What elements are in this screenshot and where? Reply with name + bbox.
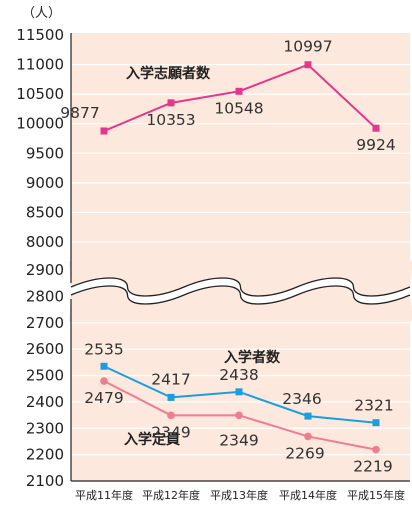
y-tick-label: 10000: [16, 115, 64, 133]
data-point: [372, 124, 380, 132]
data-point: [235, 411, 243, 420]
data-label: 2535: [84, 340, 123, 358]
break-mask-bottom: [69, 286, 412, 321]
data-label: 2321: [354, 397, 393, 415]
y-tick-label: 2600: [26, 340, 64, 358]
data-point: [167, 393, 175, 401]
data-label: 2219: [353, 458, 392, 476]
y-tick-label: 8000: [26, 233, 64, 251]
data-label: 10353: [146, 111, 195, 129]
data-point: [100, 362, 108, 370]
y-tick-label: 2800: [26, 287, 64, 305]
y-tick-labels: 8000 8500 9000 9500 10000 10500 11000 11500 2100…: [16, 26, 64, 490]
y-tick-label: 2400: [26, 393, 64, 411]
data-point: [235, 388, 243, 396]
data-point: [167, 99, 175, 107]
x-tick-labels: 平成11年度 平成12年度 平成13年度 平成14年度 平成15年度: [75, 488, 405, 502]
data-point: [372, 445, 380, 454]
x-tick-label: 平成15年度: [347, 488, 405, 502]
data-point: [304, 412, 312, 420]
series-name-label: 入学志願者数: [126, 65, 211, 82]
series-group: 9877 10353 10548 10997 9924 入学志願者数 2535 2417 243…: [60, 38, 395, 476]
y-tick-label: 11500: [16, 26, 64, 44]
y-tick-label: 11000: [16, 56, 64, 74]
data-label: 2417: [151, 370, 190, 388]
data-label: 2349: [219, 431, 258, 449]
data-label: 10997: [283, 38, 332, 56]
x-tick-label: 平成11年度: [75, 488, 133, 502]
y-tick-label: 9000: [26, 174, 64, 192]
x-tick-label: 平成12年度: [142, 488, 200, 502]
y-tick-label: 2700: [26, 314, 64, 332]
data-label: 9877: [60, 104, 99, 122]
break-line-bottom: [70, 285, 411, 305]
y-tick-label: 8500: [26, 203, 64, 221]
data-label: 2346: [282, 390, 321, 408]
y-tick-label: 2100: [26, 472, 64, 490]
series-name-label: 入学者数: [224, 349, 281, 366]
y-tick-label: 2200: [26, 446, 64, 464]
series-2: 2479 2349 2349 2269 2219 入学定員: [84, 377, 393, 476]
y-tick-label: 2900: [26, 261, 64, 279]
data-point: [304, 432, 312, 441]
axis-break: [69, 261, 412, 321]
data-label: 2479: [84, 389, 123, 407]
data-point: [372, 419, 380, 427]
data-point: [167, 411, 175, 420]
break-line-top: [70, 277, 411, 297]
y-tick-label: 9500: [26, 144, 64, 162]
data-label: 2269: [285, 444, 324, 462]
y-tick-label: 2500: [26, 367, 64, 385]
x-tick-label: 平成13年度: [210, 488, 268, 502]
data-point: [100, 127, 108, 135]
series-name-label: 入学定員: [124, 431, 180, 448]
data-label: 10548: [214, 99, 263, 117]
y-unit-label: （人）: [22, 6, 61, 21]
y-tick-label: 10500: [16, 85, 64, 103]
data-label: 2349: [151, 423, 190, 441]
series-1: 2535 2417 2438 2346 2321 入学者数: [84, 340, 394, 427]
x-tick-label: 平成14年度: [279, 488, 337, 502]
data-label: 2438: [219, 366, 258, 384]
break-mask-top: [69, 261, 412, 296]
plot-frame: [70, 33, 410, 482]
data-point: [304, 61, 312, 69]
data-point: [100, 377, 108, 385]
data-point: [235, 87, 243, 95]
data-label: 9924: [356, 136, 395, 154]
y-tick-label: 2300: [26, 419, 64, 437]
series-0: 9877 10353 10548 10997 9924 入学志願者数: [60, 38, 395, 154]
